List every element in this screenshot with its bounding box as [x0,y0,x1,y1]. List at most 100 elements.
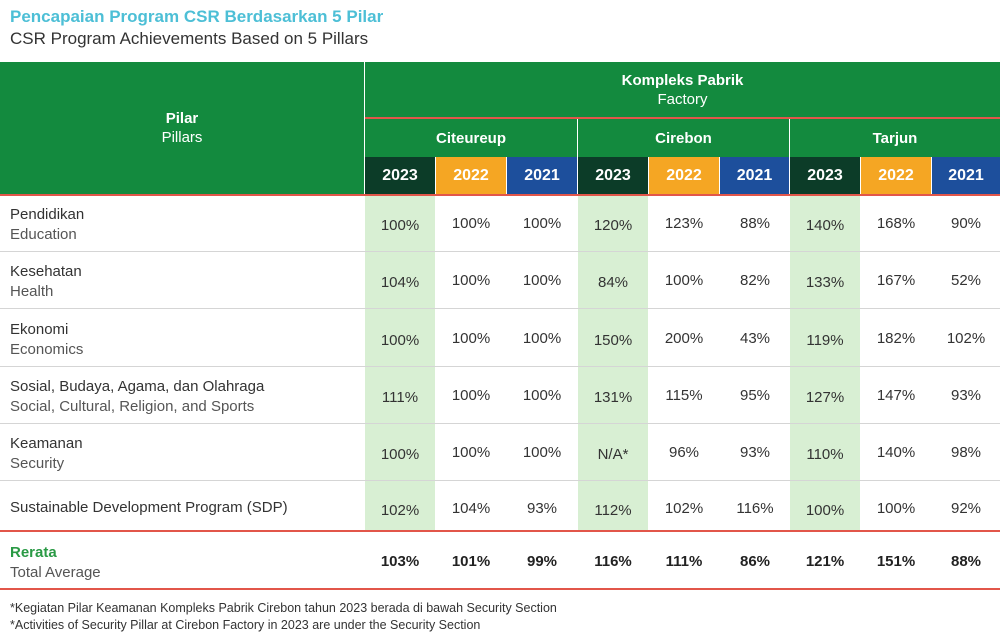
table-cell: 100% [451,272,491,289]
average-bottom-line [0,588,1000,590]
table-cell: 200% [664,330,704,347]
table-cell: 116% [736,500,774,517]
year-header-2022: 2022 [436,157,506,194]
table-cell: 127% [805,389,845,406]
table-cell: 100% [380,332,420,349]
table-cell: 104% [451,500,491,517]
row-label-en: Economics [10,341,84,358]
average-label-id: Rerata [10,544,57,561]
table-cell: 133% [805,274,845,291]
year-header-2022: 2022 [861,157,931,194]
table-cell: 123% [664,215,704,232]
table-cell: 100% [380,217,420,234]
title-english: CSR Program Achievements Based on 5 Pill… [10,29,369,48]
row-label-en: Social, Cultural, Religion, and Sports [10,398,255,415]
row-label-id: Pendidikan [10,206,85,223]
table-cell: 88% [739,215,771,232]
row-label-id: Kesehatan [10,263,82,280]
factory-group-en: Factory [657,90,708,108]
factory-name: Tarjun [872,129,918,147]
table-cell: 182% [876,330,916,347]
table-cell: 100% [876,500,916,517]
header-bottom-line [0,194,1000,196]
factory-header-citeureup: Citeureup [365,119,577,157]
year-header-2022: 2022 [649,157,719,194]
table-cell: N/A* [597,446,629,463]
average-cell: 116% [594,553,632,570]
table-row-label: Pendidikan Education [10,205,84,245]
footnote-en: *Activities of Security Pillar at Cirebo… [10,618,481,632]
table-row-label: Ekonomi Economics [10,320,83,360]
row-label-id: Sosial, Budaya, Agama, dan Olahraga [10,378,265,395]
table-cell: 100% [451,387,491,404]
table-cell: 102% [380,502,420,519]
row-label-en: Security [10,455,65,472]
table-cell: 92% [950,500,982,517]
table-cell: 43% [739,330,771,347]
row-label-id: Ekonomi [10,321,69,338]
table-cell: 100% [451,215,491,232]
header-divider [365,117,1000,119]
factory-name: Citeureup [435,129,506,147]
table-cell: 140% [805,217,845,234]
average-row-label: Rerata Total Average [10,543,101,583]
average-cell: 99% [526,553,558,570]
factory-group-header: Kompleks Pabrik Factory [365,62,1000,117]
table-cell: 102% [664,500,704,517]
row-divider [0,423,1000,424]
pillar-header-en: Pillars [161,129,203,146]
table-cell: 167% [876,272,916,289]
table-cell: 90% [950,215,982,232]
average-cell: 101% [451,553,491,570]
table-cell: 93% [526,500,558,517]
title-indonesian: Pencapaian Program CSR Berdasarkan 5 Pil… [10,7,384,26]
row-label-en: Health [10,283,54,300]
average-cell: 121% [805,553,845,570]
table-cell: 93% [739,444,771,461]
table-cell: 131% [593,389,633,406]
table-cell: 110% [806,446,844,463]
table-cell: 112% [594,502,632,519]
table-cell: 100% [451,444,491,461]
row-divider [0,251,1000,252]
factory-header-tarjun: Tarjun [790,119,1000,157]
pillar-header-id: Pilar [165,110,199,127]
average-cell: 111% [665,553,703,570]
factory-name: Cirebon [655,129,712,147]
row-divider [0,308,1000,309]
table-cell: 100% [522,330,562,347]
table-cell: 119% [806,332,844,349]
table-cell: 100% [380,446,420,463]
table-cell: 147% [876,387,916,404]
pillar-header: Pilar Pillars [0,62,364,194]
average-cell: 103% [380,553,420,570]
average-cell: 88% [950,553,982,570]
average-top-line [0,530,1000,532]
table-cell: 96% [668,444,700,461]
year-header-2023: 2023 [365,157,435,194]
row-divider [0,480,1000,481]
table-row-label: Sustainable Development Program (SDP) [10,498,288,518]
row-label-id: Sustainable Development Program (SDP) [10,499,288,516]
table-cell: 98% [950,444,982,461]
factory-group-id: Kompleks Pabrik [621,71,744,89]
table-cell: 104% [380,274,420,291]
average-cell: 86% [739,553,771,570]
table-cell: 115% [665,387,703,404]
year-header-2021: 2021 [932,157,1000,194]
table-cell: 93% [950,387,982,404]
year-header-2023: 2023 [578,157,648,194]
table-cell: 100% [522,444,562,461]
average-cell: 151% [876,553,916,570]
table-row-label: Kesehatan Health [10,262,82,302]
year-header-2021: 2021 [507,157,577,194]
table-cell: 84% [597,274,629,291]
table-cell: 100% [805,502,845,519]
table-cell: 150% [593,332,633,349]
factory-header-cirebon: Cirebon [578,119,789,157]
table-cell: 95% [739,387,771,404]
table-cell: 100% [664,272,704,289]
row-label-en: Education [10,226,77,243]
table-cell: 111% [381,389,419,406]
row-label-id: Keamanan [10,435,83,452]
